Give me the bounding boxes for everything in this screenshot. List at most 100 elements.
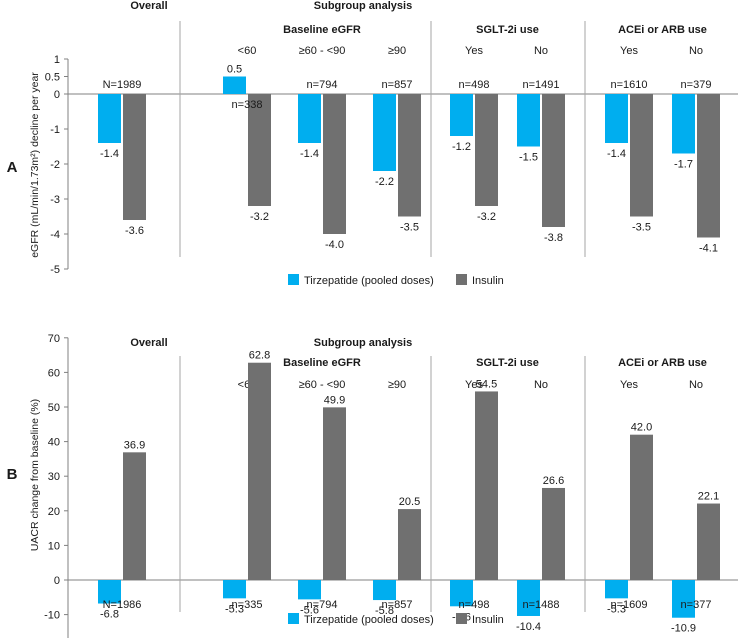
value-label-tirzepatide: -10.4	[516, 621, 541, 633]
bar-tirzepatide	[450, 580, 473, 607]
subgroup-header: Subgroup analysis	[314, 0, 412, 12]
bar-insulin	[542, 94, 565, 227]
y-tick-label: -3	[50, 194, 60, 206]
value-label-tirzepatide: -1.2	[452, 141, 471, 153]
group-title: SGLT-2i use	[476, 24, 539, 36]
bar-tirzepatide	[672, 94, 695, 154]
n-label: N=1989	[103, 79, 142, 91]
bar-insulin	[475, 94, 498, 206]
n-label: n=1610	[610, 79, 647, 91]
y-tick-label: 10	[48, 540, 60, 552]
value-label-tirzepatide: -1.5	[519, 152, 538, 164]
legend-label-insulin: Insulin	[472, 275, 504, 287]
bar-tirzepatide	[98, 580, 121, 604]
bar-tirzepatide	[605, 94, 628, 143]
n-label: n=857	[382, 79, 413, 91]
overall-header: Overall	[130, 337, 167, 349]
value-label-tirzepatide: -10.9	[671, 623, 696, 635]
y-tick-label: 60	[48, 367, 60, 379]
bar-insulin	[630, 434, 653, 580]
bar-insulin	[697, 94, 720, 238]
bar-insulin	[398, 94, 421, 217]
value-label-insulin: 54.5	[476, 378, 497, 390]
value-label-insulin: -3.6	[125, 225, 144, 237]
bar-tirzepatide	[373, 580, 396, 601]
value-label-insulin: -3.8	[544, 232, 563, 244]
value-label-tirzepatide: -2.2	[375, 176, 394, 188]
value-label-insulin: 42.0	[631, 422, 652, 434]
subgroup-label: No	[534, 379, 548, 391]
value-label-insulin: -4.1	[699, 243, 718, 255]
value-label-insulin: 26.6	[543, 475, 564, 487]
subgroup-header: Subgroup analysis	[314, 337, 412, 349]
legend: Tirzepatide (pooled doses) Insulin	[288, 274, 504, 287]
y-tick-label: -10	[44, 610, 60, 622]
subgroup-label: ≥60 - <90	[299, 379, 346, 391]
value-label-tirzepatide: -1.4	[300, 148, 319, 160]
bar-insulin	[323, 94, 346, 234]
legend-swatch-tirzepatide	[288, 613, 299, 624]
y-tick-label: -4	[50, 229, 60, 241]
subgroup-label: <60	[238, 45, 257, 57]
y-tick-label: 30	[48, 471, 60, 483]
subgroup-label: Yes	[620, 379, 638, 391]
subgroup-label: No	[534, 45, 548, 57]
y-tick-label: 0.5	[45, 72, 60, 84]
value-label-tirzepatide: -6.8	[100, 609, 119, 621]
bar-insulin	[542, 487, 565, 580]
group-title: ACEi or ARB use	[618, 357, 707, 369]
overall-header: Overall	[130, 0, 167, 12]
y-axis-label: eGFR (mL/min/1.73m²) decline per year	[29, 72, 41, 258]
value-label-insulin: -4.0	[325, 239, 344, 251]
legend-label-tirzepatide: Tirzepatide (pooled doses)	[304, 614, 434, 626]
value-label-tirzepatide: -5.3	[225, 603, 244, 615]
value-label-tirzepatide: -5.6	[300, 604, 319, 616]
n-label: n=377	[681, 599, 712, 611]
value-label-tirzepatide: -1.7	[674, 159, 693, 171]
n-label: n=794	[307, 599, 338, 611]
legend-swatch-insulin	[456, 613, 467, 624]
n-label: n=1488	[522, 599, 559, 611]
bar-insulin	[630, 94, 653, 217]
bar-insulin	[123, 452, 146, 580]
value-label-insulin: -3.5	[632, 222, 651, 234]
legend-label-insulin: Insulin	[472, 614, 504, 626]
subgroup-label: ≥90	[388, 45, 406, 57]
y-tick-label: 1	[54, 54, 60, 66]
n-label: n=1491	[522, 79, 559, 91]
y-tick-label: -2	[50, 159, 60, 171]
legend: Tirzepatide (pooled doses) Insulin	[288, 613, 504, 626]
n-label: n=498	[459, 599, 490, 611]
n-label: n=857	[382, 599, 413, 611]
bar-tirzepatide	[298, 94, 321, 143]
n-label: n=379	[681, 79, 712, 91]
y-tick-label: -5	[50, 264, 60, 276]
subgroup-label: Yes	[465, 379, 483, 391]
y-axis-label: UACR change from baseline (%)	[29, 399, 41, 551]
group-title: Baseline eGFR	[283, 24, 361, 36]
value-label-insulin: 62.8	[249, 350, 270, 362]
value-label-tirzepatide: 0.5	[227, 64, 242, 76]
legend-label-tirzepatide: Tirzepatide (pooled doses)	[304, 275, 434, 287]
subgroup-label: ≥60 - <90	[299, 45, 346, 57]
n-label: N=1986	[103, 599, 142, 611]
group-title: ACEi or ARB use	[618, 24, 707, 36]
value-label-tirzepatide: -1.4	[100, 148, 119, 160]
bar-tirzepatide	[605, 580, 628, 599]
subgroup-label: No	[689, 45, 703, 57]
bar-insulin	[323, 407, 346, 580]
bar-tirzepatide	[450, 94, 473, 136]
y-tick-label: 0	[54, 89, 60, 101]
bar-insulin	[248, 94, 271, 206]
subgroup-label: Yes	[465, 45, 483, 57]
bar-tirzepatide	[517, 580, 540, 616]
n-label: n=335	[232, 599, 263, 611]
group-title: SGLT-2i use	[476, 357, 539, 369]
value-label-insulin: -3.2	[477, 211, 496, 223]
n-label: n=794	[307, 79, 338, 91]
legend-swatch-tirzepatide	[288, 274, 299, 285]
subgroup-label: Yes	[620, 45, 638, 57]
bar-insulin	[248, 362, 271, 580]
y-tick-label: 20	[48, 506, 60, 518]
y-tick-label: -1	[50, 124, 60, 136]
